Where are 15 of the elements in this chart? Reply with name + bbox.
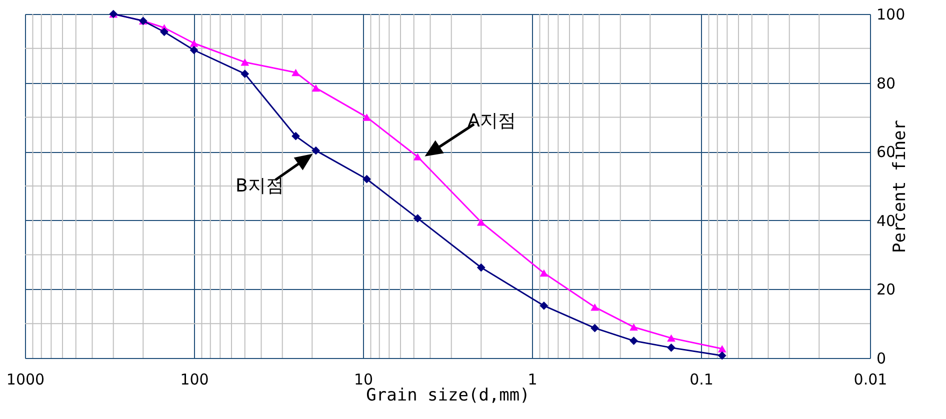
y-tick-label: 80 <box>876 74 896 92</box>
x-tick-label: 10 <box>354 370 374 388</box>
x-tick-label: 1 <box>528 370 538 388</box>
annotation: A지점 <box>468 110 516 132</box>
x-axis-title: Grain size(d,mm) <box>366 386 530 406</box>
y-tick-label: 60 <box>876 143 896 162</box>
annotation: B지점 <box>236 176 284 197</box>
x-tick-label: 0.1 <box>690 370 714 388</box>
x-tick-label: 1000 <box>6 370 45 388</box>
x-tick-label: 100 <box>180 370 209 388</box>
y-tick-label: 40 <box>876 212 896 230</box>
y-tick-label: 0 <box>876 350 886 368</box>
x-tick-label: 0.01 <box>854 370 888 388</box>
y-tick-label: 20 <box>876 280 896 299</box>
y-tick-label: 100 <box>876 6 906 24</box>
